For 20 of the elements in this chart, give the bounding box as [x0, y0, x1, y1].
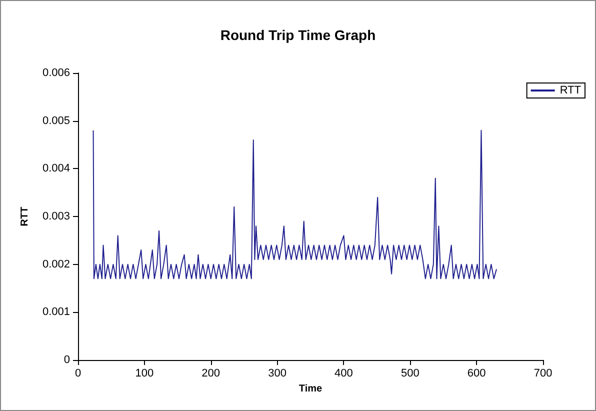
legend-label: RTT	[560, 84, 582, 96]
x-tick-label: 400	[334, 368, 353, 380]
y-tick-label: 0	[64, 354, 70, 366]
x-tick-label: 700	[534, 368, 552, 380]
x-axis-title: Time	[298, 384, 323, 394]
x-tick-label: 100	[135, 368, 154, 380]
y-tick-label: 0.003	[42, 210, 70, 222]
x-tick-label: 200	[202, 368, 220, 380]
x-tick-label: 500	[400, 368, 420, 380]
y-tick-label: 0.004	[42, 162, 70, 175]
x-tick-label: 300	[268, 368, 286, 380]
x-tick-label: 0	[74, 368, 82, 380]
y-tick-label: 0.006	[42, 67, 70, 79]
x-tick-label: 600	[467, 368, 486, 380]
y-axis-title: RTT	[20, 206, 30, 226]
line-series	[92, 130, 497, 280]
y-tick-label: 0.002	[42, 258, 70, 270]
y-tick-label: 0.005	[42, 114, 70, 127]
y-tick-label: 0.001	[42, 306, 70, 318]
chart-title: Round Trip Time Graph	[220, 27, 376, 43]
